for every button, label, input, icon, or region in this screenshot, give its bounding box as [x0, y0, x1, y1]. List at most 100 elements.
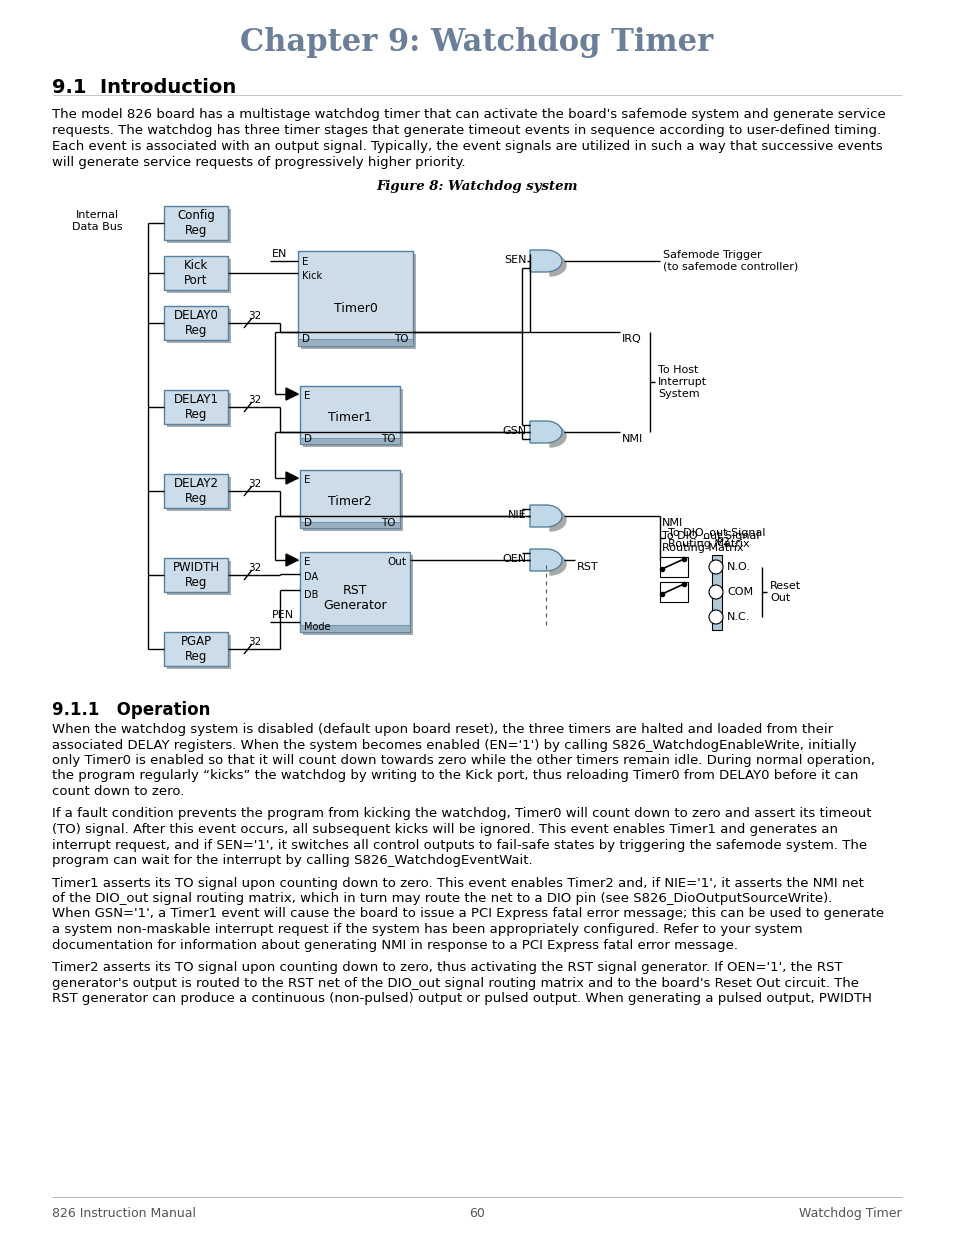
Text: COM: COM — [726, 587, 752, 597]
Text: To DIO_out Signal
Routing Matrix: To DIO_out Signal Routing Matrix — [661, 530, 759, 552]
Text: DA: DA — [304, 572, 317, 582]
Bar — [164, 632, 228, 666]
Bar — [167, 209, 231, 243]
Text: 9.1  Introduction: 9.1 Introduction — [52, 78, 236, 98]
Text: Timer1: Timer1 — [328, 411, 372, 425]
Text: N.O.: N.O. — [726, 562, 750, 572]
Circle shape — [708, 585, 722, 599]
Bar — [167, 309, 231, 343]
Bar — [659, 557, 687, 577]
Bar — [297, 338, 413, 346]
Text: Internal
Data Bus: Internal Data Bus — [71, 210, 122, 232]
Bar — [711, 555, 721, 630]
Text: will generate service requests of progressively higher priority.: will generate service requests of progre… — [52, 156, 465, 169]
Text: DB: DB — [304, 590, 318, 600]
Text: TO: TO — [395, 333, 409, 345]
Bar — [164, 306, 228, 340]
Text: E: E — [304, 557, 310, 567]
Text: N.C.: N.C. — [726, 613, 750, 622]
Text: Mode: Mode — [304, 622, 330, 632]
Text: If a fault condition prevents the program from kicking the watchdog, Timer0 will: If a fault condition prevents the progra… — [52, 808, 871, 820]
Text: RST
Generator: RST Generator — [323, 584, 386, 613]
Text: Timer2: Timer2 — [328, 495, 372, 509]
Text: E: E — [304, 391, 310, 401]
Text: PEN: PEN — [272, 610, 294, 620]
Text: count down to zero.: count down to zero. — [52, 785, 184, 798]
Bar — [303, 389, 402, 447]
Text: Reset
Out: Reset Out — [769, 582, 801, 603]
Text: 826 Instruction Manual: 826 Instruction Manual — [52, 1207, 195, 1220]
Text: RST generator can produce a continuous (non-pulsed) output or pulsed output. Whe: RST generator can produce a continuous (… — [52, 992, 871, 1005]
Text: interrupt request, and if SEN='1', it switches all control outputs to fail-safe : interrupt request, and if SEN='1', it sw… — [52, 839, 866, 851]
Text: Figure 8: Watchdog system: Figure 8: Watchdog system — [375, 180, 578, 193]
Text: a system non-maskable interrupt request if the system has been appropriately con: a system non-maskable interrupt request … — [52, 923, 801, 936]
Text: 32: 32 — [248, 563, 261, 573]
Text: 2: 2 — [713, 588, 718, 597]
Text: P2: P2 — [717, 537, 730, 547]
Polygon shape — [530, 249, 561, 272]
Text: 1: 1 — [713, 562, 719, 572]
Text: associated DELAY registers. When the system becomes enabled (EN='1') by calling : associated DELAY registers. When the sys… — [52, 739, 856, 752]
Text: of the DIO_out signal routing matrix, which in turn may route the net to a DIO p: of the DIO_out signal routing matrix, wh… — [52, 892, 832, 905]
Text: Out: Out — [387, 557, 406, 567]
Polygon shape — [550, 553, 565, 576]
Text: SEN: SEN — [504, 254, 526, 266]
Text: Config
Reg: Config Reg — [177, 209, 214, 237]
Text: Kick: Kick — [302, 270, 322, 282]
Text: Timer0: Timer0 — [334, 301, 377, 315]
Polygon shape — [550, 254, 565, 275]
Text: requests. The watchdog has three timer stages that generate timeout events in se: requests. The watchdog has three timer s… — [52, 124, 881, 137]
Text: RST: RST — [577, 562, 598, 572]
Text: (TO) signal. After this event occurs, all subsequent kicks will be ignored. This: (TO) signal. After this event occurs, al… — [52, 823, 837, 836]
Text: IRQ: IRQ — [621, 333, 641, 345]
Text: Watchdog Timer: Watchdog Timer — [799, 1207, 901, 1220]
Text: E: E — [304, 475, 310, 485]
Text: OEN: OEN — [502, 555, 526, 564]
Text: program can wait for the interrupt by calling S826_WatchdogEventWait.: program can wait for the interrupt by ca… — [52, 853, 532, 867]
Text: To DIO_out Signal
Routing Matrix: To DIO_out Signal Routing Matrix — [667, 527, 764, 550]
Text: The model 826 board has a multistage watchdog timer that can activate the board': The model 826 board has a multistage wat… — [52, 107, 884, 121]
Text: NIE: NIE — [508, 510, 526, 520]
Bar — [164, 474, 228, 508]
Polygon shape — [550, 425, 565, 447]
Bar — [167, 561, 231, 595]
Text: PWIDTH
Reg: PWIDTH Reg — [172, 561, 219, 589]
Bar — [299, 552, 410, 632]
Text: TO: TO — [381, 433, 395, 445]
Text: GSN: GSN — [502, 426, 526, 436]
Bar — [167, 259, 231, 293]
Text: Timer1 asserts its TO signal upon counting down to zero. This event enables Time: Timer1 asserts its TO signal upon counti… — [52, 877, 863, 889]
Text: 32: 32 — [248, 395, 261, 405]
Text: EN: EN — [272, 249, 287, 259]
Text: DELAY0
Reg: DELAY0 Reg — [173, 309, 218, 337]
Text: D: D — [302, 333, 310, 345]
Text: 9.1.1   Operation: 9.1.1 Operation — [52, 701, 211, 719]
Polygon shape — [530, 421, 561, 443]
Text: 60: 60 — [469, 1207, 484, 1220]
Bar — [164, 206, 228, 240]
Text: When the watchdog system is disabled (default upon board reset), the three timer: When the watchdog system is disabled (de… — [52, 722, 832, 736]
Polygon shape — [286, 472, 297, 484]
Text: PGAP
Reg: PGAP Reg — [180, 635, 212, 663]
Bar — [303, 473, 402, 531]
Bar — [299, 387, 399, 445]
Bar — [299, 522, 399, 529]
Text: 32: 32 — [248, 637, 261, 647]
Text: TO: TO — [381, 517, 395, 529]
Polygon shape — [530, 505, 561, 527]
Polygon shape — [550, 509, 565, 531]
Text: Timer2 asserts its TO signal upon counting down to zero, thus activating the RST: Timer2 asserts its TO signal upon counti… — [52, 961, 841, 974]
Text: only Timer0 is enabled so that it will count down towards zero while the other t: only Timer0 is enabled so that it will c… — [52, 755, 874, 767]
Circle shape — [708, 559, 722, 574]
Text: Safemode Trigger
(to safemode controller): Safemode Trigger (to safemode controller… — [662, 251, 798, 272]
Text: D: D — [304, 517, 312, 529]
Bar — [297, 251, 413, 346]
Text: 3: 3 — [713, 613, 719, 621]
Text: E: E — [302, 257, 308, 267]
Bar — [303, 555, 413, 635]
Text: D: D — [304, 433, 312, 445]
Bar — [659, 582, 687, 601]
Text: Each event is associated with an output signal. Typically, the event signals are: Each event is associated with an output … — [52, 140, 882, 153]
Text: NMI: NMI — [661, 517, 682, 529]
Bar — [167, 635, 231, 669]
